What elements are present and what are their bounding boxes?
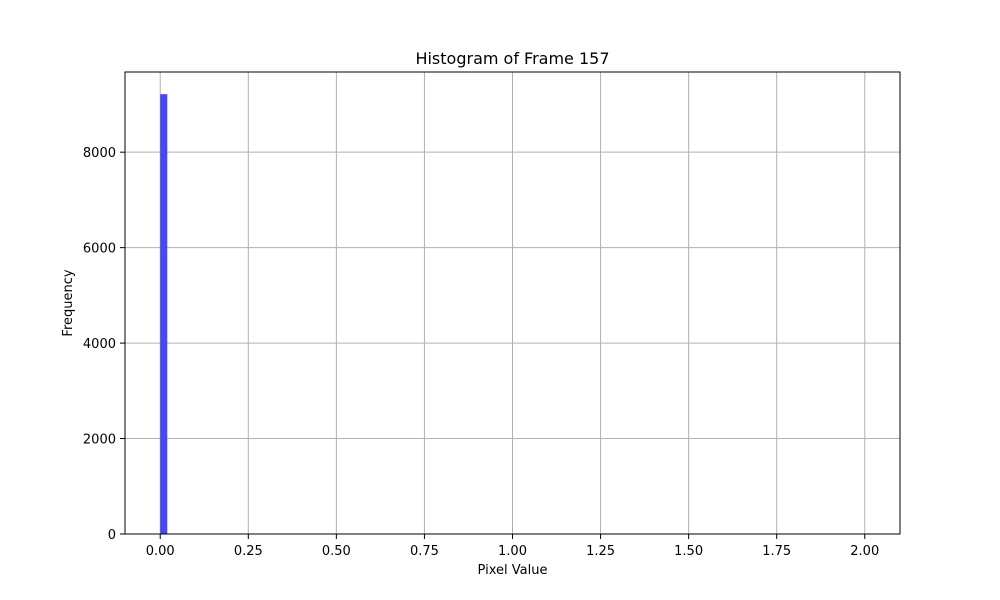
chart-title: Histogram of Frame 157: [415, 49, 609, 68]
y-tick-label: 0: [108, 528, 116, 543]
x-tick-label: 1.00: [498, 544, 527, 559]
y-axis-label: Frequency: [61, 269, 76, 336]
x-tick-label: 0.50: [322, 544, 351, 559]
y-tick-label: 2000: [83, 433, 116, 448]
y-axis-ticks: 0 2000 4000 6000 8000: [83, 146, 125, 543]
x-tick-label: 2.00: [850, 544, 879, 559]
x-tick-label: 1.75: [762, 544, 791, 559]
histogram-bars: [160, 94, 168, 535]
x-tick-label: 0.00: [146, 544, 175, 559]
x-tick-label: 1.50: [674, 544, 703, 559]
y-tick-label: 8000: [83, 146, 116, 161]
x-axis-ticks: 0.00 0.25 0.50 0.75 1.00 1.25 1.50 1.75 2.00: [146, 534, 879, 559]
x-tick-label: 0.25: [234, 544, 263, 559]
x-tick-label: 0.75: [410, 544, 439, 559]
x-axis-label: Pixel Value: [478, 563, 548, 578]
histogram-bar: [160, 94, 168, 535]
x-tick-label: 1.25: [586, 544, 615, 559]
y-tick-label: 6000: [83, 242, 116, 257]
y-tick-label: 4000: [83, 337, 116, 352]
